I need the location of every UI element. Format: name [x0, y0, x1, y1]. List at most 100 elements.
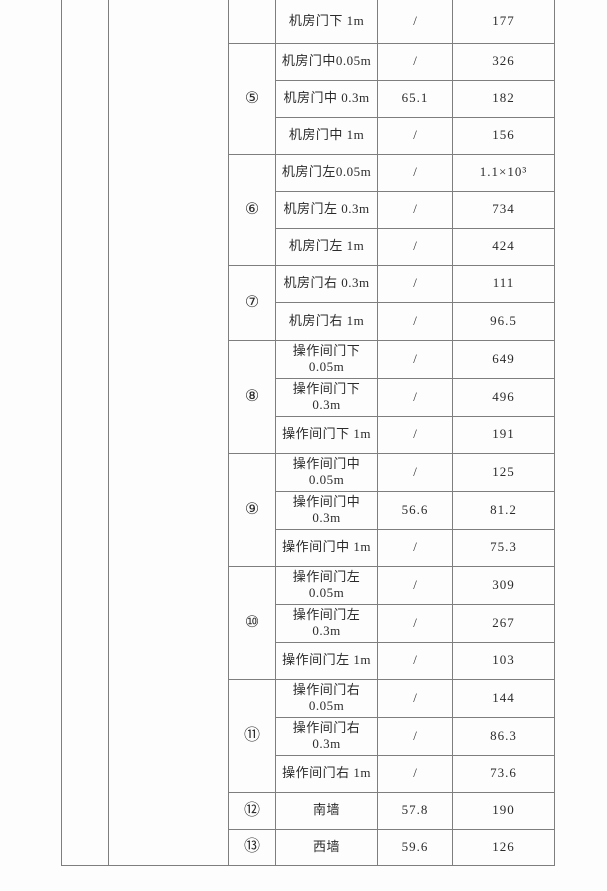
value-a-cell: /: [377, 302, 453, 341]
location-line2: 0.05m: [308, 585, 345, 600]
value-a-cell: /: [377, 154, 453, 192]
group-number-cell: ⑬: [228, 829, 276, 866]
measurement-table: 机房门下 1m / 177 ⑤ 机房门中0.05m / 326 机房门中 0.3…: [61, 0, 555, 866]
location-cell: 操作间门下 1m: [275, 416, 378, 454]
value-b-cell: 96.5: [452, 302, 555, 341]
location-line1: 操作间门中: [292, 493, 361, 509]
location-cell: 操作间门左 1m: [275, 642, 378, 680]
value-a-cell: 59.6: [377, 829, 453, 866]
location-cell: 机房门左 0.3m: [275, 191, 378, 229]
value-a-cell: /: [377, 191, 453, 229]
location-line1: 操作间门右: [292, 681, 361, 697]
table-row: ⑨ 操作间门中 0.05m / 125: [62, 453, 555, 567]
group-number-cell: ⑨: [228, 453, 276, 567]
value-a-cell: /: [377, 416, 453, 454]
table-row: 操作间门右 0.3m / 86.3: [62, 717, 555, 756]
value-b-cell: 496: [452, 378, 555, 417]
value-a-cell: /: [377, 43, 453, 81]
group-number-cell: [228, 0, 276, 44]
location-line1: 操作间门中: [292, 455, 361, 471]
location-cell: 机房门左0.05m: [275, 154, 378, 192]
location-cell: 机房门右 1m: [275, 302, 378, 341]
location-cell: 操作间门中 0.05m: [275, 453, 378, 492]
value-a-cell: /: [377, 453, 453, 492]
value-b-cell: 190: [452, 792, 555, 830]
location-cell: 南墙: [275, 792, 378, 830]
empty-left-column-2: [108, 0, 229, 866]
table-row: 操作间门左 0.3m / 267: [62, 604, 555, 643]
location-line1: 操作间门下: [292, 342, 361, 358]
location-cell: 操作间门右 1m: [275, 755, 378, 793]
value-a-cell: /: [377, 340, 453, 379]
value-a-cell: /: [377, 717, 453, 756]
location-cell: 操作间门中 0.3m: [275, 491, 378, 530]
value-b-cell: 1.1×10³: [452, 154, 555, 192]
value-b-cell: 191: [452, 416, 555, 454]
value-a-cell: 65.1: [377, 80, 453, 118]
group-number-cell: ⑫: [228, 792, 276, 830]
table-row: 机房门左 1m / 424: [62, 228, 555, 266]
value-b-cell: 86.3: [452, 717, 555, 756]
location-cell: 操作间门中 1m: [275, 529, 378, 567]
value-a-cell: /: [377, 378, 453, 417]
table-row: 机房门下 1m / 177: [61, 0, 555, 866]
value-b-cell: 111: [452, 265, 555, 303]
value-b-cell: 156: [452, 117, 555, 155]
value-a-cell: 56.6: [377, 491, 453, 530]
table-row: 机房门中 0.3m 65.1 182: [62, 80, 555, 118]
location-cell: 操作间门右 0.3m: [275, 717, 378, 756]
value-b-cell: 81.2: [452, 491, 555, 530]
value-a-cell: /: [377, 228, 453, 266]
table-row: ⑩ 操作间门左 0.05m / 309: [62, 566, 555, 680]
value-a-cell: /: [377, 529, 453, 567]
table-row: 机房门右 1m / 96.5: [62, 302, 555, 341]
value-b-cell: 267: [452, 604, 555, 643]
location-line1: 操作间门左: [292, 606, 361, 622]
value-a-cell: /: [377, 755, 453, 793]
group-number-cell: ⑪: [228, 679, 276, 793]
location-line2: 0.3m: [312, 397, 341, 412]
table-row: 操作间门中 0.3m 56.6 81.2: [62, 491, 555, 530]
table-row: 操作间门左 1m / 103: [62, 642, 555, 680]
location-cell: 操作间门左 0.05m: [275, 566, 378, 605]
location-line1: 操作间门左: [292, 568, 361, 584]
table-row: 机房门左 0.3m / 734: [62, 191, 555, 229]
location-cell: 操作间门下 0.3m: [275, 378, 378, 417]
location-line2: 0.05m: [308, 359, 345, 374]
table-row: ⑪ 操作间门右 0.05m / 144: [62, 679, 555, 793]
value-b-cell: 144: [452, 679, 555, 718]
value-b-cell: 177: [452, 0, 555, 44]
group-number-cell: ⑦: [228, 265, 276, 341]
table-row: 机房门中 1m / 156: [62, 117, 555, 155]
value-a-cell: /: [377, 566, 453, 605]
value-b-cell: 649: [452, 340, 555, 379]
value-a-cell: /: [377, 604, 453, 643]
value-b-cell: 126: [452, 829, 555, 866]
location-cell: 机房门下 1m: [275, 0, 378, 44]
value-a-cell: /: [377, 117, 453, 155]
location-cell: 机房门中 0.3m: [275, 80, 378, 118]
location-line2: 0.05m: [308, 698, 345, 713]
location-cell: 操作间门下 0.05m: [275, 340, 378, 379]
value-b-cell: 73.6: [452, 755, 555, 793]
value-b-cell: 424: [452, 228, 555, 266]
table-row: ⑤ 机房门中0.05m / 326: [62, 43, 555, 155]
location-line1: 操作间门下: [292, 380, 361, 396]
table-row: ⑧ 操作间门下 0.05m / 649: [62, 340, 555, 454]
value-a-cell: 57.8: [377, 792, 453, 830]
location-cell: 机房门中0.05m: [275, 43, 378, 81]
table-row: ⑬ 西墙 59.6 126: [62, 829, 555, 866]
value-a-cell: /: [377, 679, 453, 718]
location-cell: 机房门右 0.3m: [275, 265, 378, 303]
table-row: 操作间门中 1m / 75.3: [62, 529, 555, 567]
location-cell: 操作间门右 0.05m: [275, 679, 378, 718]
value-b-cell: 182: [452, 80, 555, 118]
location-line1: 操作间门右: [292, 719, 361, 735]
location-cell: 机房门左 1m: [275, 228, 378, 266]
table-row: ⑫ 南墙 57.8 190: [62, 792, 555, 830]
value-b-cell: 125: [452, 453, 555, 492]
group-number-cell: ⑩: [228, 566, 276, 680]
value-b-cell: 734: [452, 191, 555, 229]
table-row: 操作间门右 1m / 73.6: [62, 755, 555, 793]
